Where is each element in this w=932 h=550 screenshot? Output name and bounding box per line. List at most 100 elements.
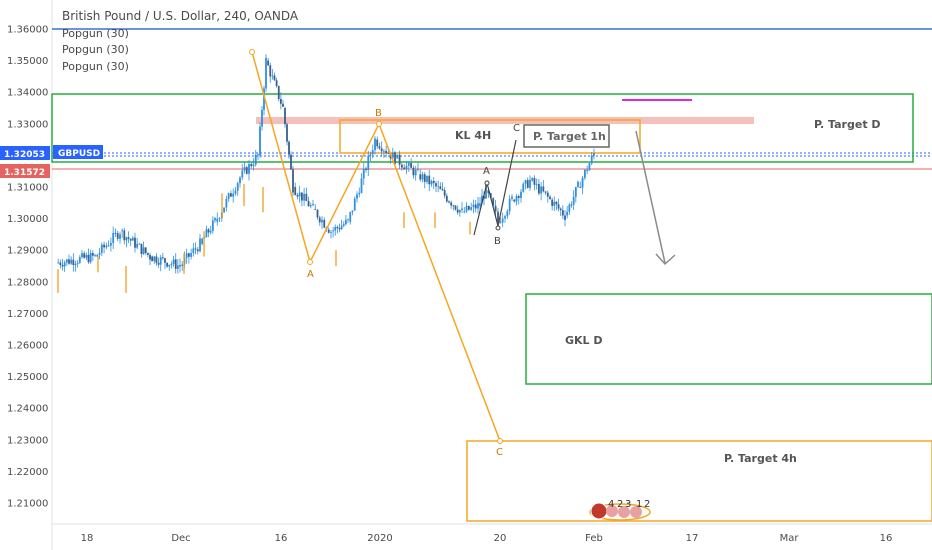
candle-body	[100, 244, 103, 253]
candle-body	[131, 237, 134, 241]
event-dot-icon[interactable]	[630, 506, 642, 518]
pattern-point-c[interactable]	[497, 438, 503, 444]
abc-label-b: B	[494, 236, 501, 247]
candle-body	[586, 169, 589, 171]
candle-body	[537, 184, 540, 194]
candle-body	[351, 210, 354, 213]
event-dot-icon[interactable]	[618, 506, 630, 518]
candle-body	[57, 262, 60, 264]
candle-body	[307, 200, 310, 207]
candle-body	[300, 192, 303, 201]
candle-body	[557, 204, 560, 209]
candle-body	[151, 256, 154, 262]
candle-body	[114, 232, 117, 234]
uk-flag-icon[interactable]	[590, 502, 608, 520]
candle-body	[314, 209, 317, 210]
candle-body	[225, 198, 228, 208]
chart-title: British Pound / U.S. Dollar, 240, OANDA	[62, 9, 299, 23]
candle-body	[218, 218, 221, 220]
abc-point-a[interactable]	[484, 180, 490, 186]
candle-body	[116, 233, 119, 239]
candle-body	[432, 180, 435, 184]
time-axis[interactable]: 18 Dec 16 2020 20 Feb 17 Mar 16	[81, 533, 893, 544]
candle-body	[254, 154, 257, 165]
candle-body	[121, 230, 124, 232]
candle-body	[290, 154, 292, 170]
candle-body	[334, 226, 337, 231]
price-tick-label: 1.35000	[7, 56, 48, 67]
abc-pattern-line[interactable]	[473, 139, 517, 236]
candle-body	[63, 262, 66, 267]
candle-body	[250, 163, 253, 167]
candle-body	[78, 257, 81, 263]
candle-body	[181, 264, 184, 266]
candle-body	[174, 259, 177, 269]
candle-body	[581, 177, 584, 188]
indicator-label[interactable]: Popgun (30)	[62, 60, 129, 73]
current-price-value: 1.32053	[4, 150, 45, 160]
target-1h-zone[interactable]	[339, 119, 641, 154]
candle-body	[450, 202, 453, 206]
candle-body	[103, 244, 105, 248]
candle-body	[284, 108, 286, 125]
candle-body	[294, 187, 297, 195]
candle-body	[481, 195, 483, 204]
candle-body	[344, 219, 347, 225]
candle-body	[112, 232, 115, 243]
candle-body	[426, 175, 428, 182]
candle-body	[323, 219, 326, 228]
indicator-label[interactable]: Popgun (30)	[62, 43, 129, 56]
candle-body	[382, 150, 385, 152]
candle-body	[61, 264, 64, 267]
candle-body	[501, 218, 504, 223]
candle-body	[127, 237, 130, 239]
candle-body	[277, 85, 280, 99]
candle-body	[542, 186, 545, 192]
candle-body	[555, 201, 558, 205]
pattern-point-b[interactable]	[376, 121, 382, 127]
candle-body	[83, 253, 86, 258]
candle-body	[583, 169, 586, 178]
pattern-point-a[interactable]	[307, 259, 313, 265]
candle-body	[524, 180, 527, 184]
time-tick-label: 16	[275, 533, 288, 544]
candle-body	[430, 180, 433, 185]
candle-body	[362, 168, 365, 179]
candle-body	[540, 186, 543, 194]
candle-body	[279, 98, 282, 104]
abc-label-a: A	[483, 166, 490, 177]
candle-body	[526, 180, 529, 188]
target-d-zone[interactable]	[51, 93, 914, 163]
candle-body	[239, 177, 241, 184]
candle-body	[234, 190, 237, 194]
candle-body	[443, 190, 446, 196]
abc-point-b[interactable]	[495, 225, 501, 231]
candle-body	[579, 187, 582, 188]
candle-body	[472, 204, 475, 208]
candle-body	[454, 205, 457, 210]
candle-body	[513, 199, 516, 202]
candle-body	[506, 211, 509, 217]
candle-body	[336, 226, 339, 229]
time-tick-label: 16	[880, 533, 893, 544]
event-dot-icon[interactable]	[606, 505, 618, 517]
target-4h-zone[interactable]	[466, 440, 932, 522]
candle-body	[401, 164, 403, 168]
current-price-badge	[0, 146, 50, 160]
indicator-label[interactable]: Popgun (30)	[62, 27, 129, 40]
harmonic-pattern-line[interactable]	[251, 51, 501, 442]
gkl-d-zone[interactable]	[525, 293, 932, 385]
price-tick-label: 1.29000	[7, 246, 48, 257]
price-tick-label: 1.22000	[7, 467, 48, 478]
candle-body	[134, 237, 136, 248]
candle-body	[398, 154, 401, 165]
candle-body	[403, 167, 406, 170]
event-markers[interactable]: 4 2 3 1 2	[589, 499, 651, 521]
candle-body	[439, 186, 442, 190]
pattern-point-x[interactable]	[249, 49, 255, 55]
candle-body	[110, 242, 112, 246]
candle-body	[340, 225, 343, 230]
projection-arrow[interactable]	[635, 130, 666, 264]
price-axis[interactable]: 1.360001.350001.340001.330001.320001.310…	[7, 25, 48, 510]
